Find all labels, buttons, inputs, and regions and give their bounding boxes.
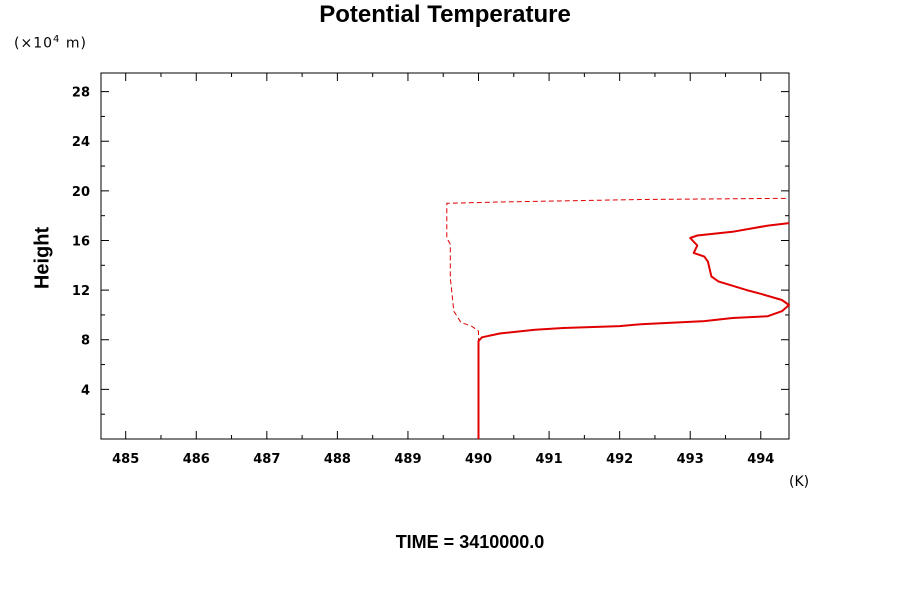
x-tick-label: 486 — [183, 452, 210, 467]
y-tick-label: 16 — [72, 234, 90, 249]
x-tick-label: 488 — [324, 452, 351, 467]
x-tick-label: 490 — [465, 452, 492, 467]
x-tick-label: 493 — [677, 452, 704, 467]
y-axis-unit: (×104 m) — [14, 34, 87, 52]
y-unit-prefix: (×10 — [14, 35, 54, 52]
plot-frame — [100, 72, 790, 440]
chart-title: Potential Temperature — [319, 1, 571, 28]
series-lines — [446, 197, 790, 439]
y-tick-label: 20 — [72, 185, 90, 200]
axis-ticks: 485 486 487 488 489 490 491 492 493 494 4 8 12 16 20 24… — [72, 73, 789, 467]
y-tick-label: 24 — [72, 135, 90, 150]
x-tick-label: 491 — [536, 452, 563, 467]
time-label: TIME = 3410000.0 — [395, 532, 545, 552]
x-tick-label: 485 — [112, 452, 139, 467]
y-tick-label: 28 — [72, 86, 90, 101]
y-unit-exponent: 4 — [53, 34, 61, 45]
x-tick-label: 492 — [606, 452, 633, 467]
y-unit-suffix: m) — [60, 35, 87, 52]
series-line-solid — [477, 222, 790, 439]
y-tick-label: 4 — [81, 383, 90, 398]
x-axis-unit: (K) — [789, 474, 810, 490]
y-tick-label: 8 — [81, 334, 90, 349]
x-tick-label: 489 — [394, 452, 421, 467]
y-tick-label: 12 — [72, 284, 90, 299]
x-tick-label: 494 — [747, 452, 774, 467]
x-tick-label: 487 — [253, 452, 280, 467]
